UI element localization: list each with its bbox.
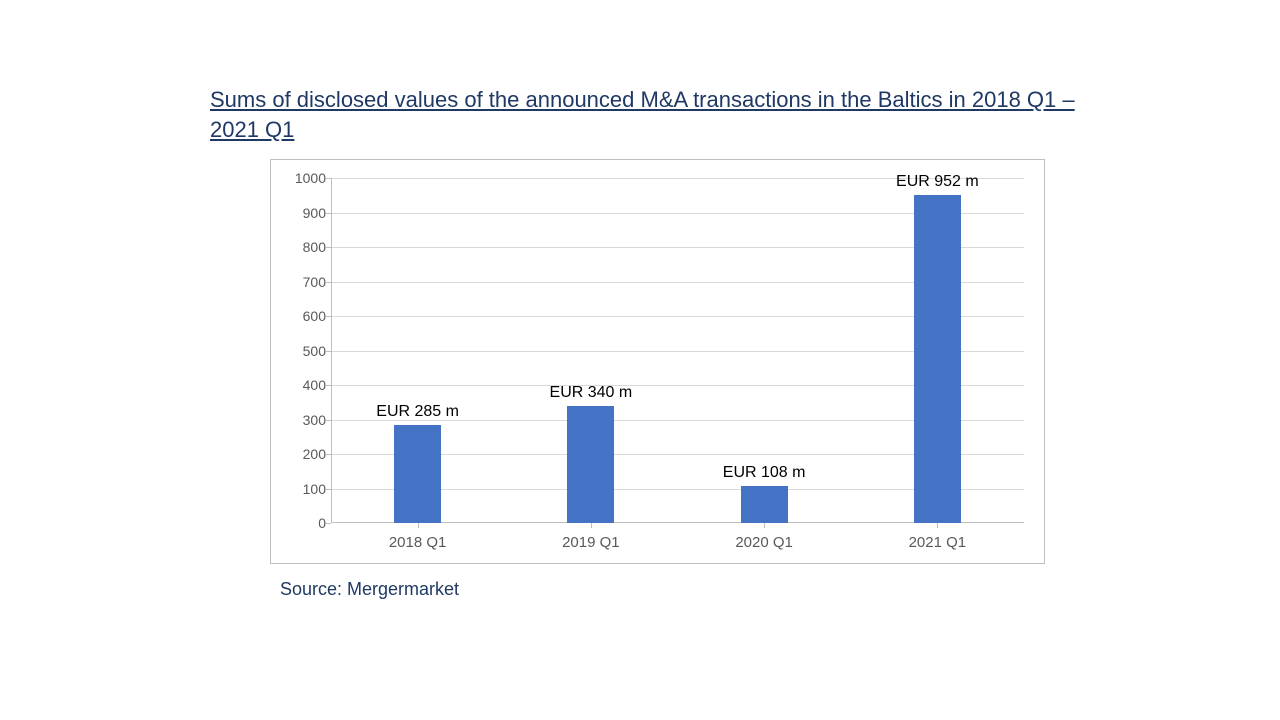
x-tick-label: 2020 Q1: [704, 534, 824, 551]
y-axis: [331, 178, 332, 523]
y-tick-label: 200: [286, 446, 326, 462]
bar-value-label: EUR 340 m: [511, 384, 671, 402]
y-tick-label: 800: [286, 239, 326, 255]
y-tick-label: 0: [286, 515, 326, 531]
y-tick-label: 700: [286, 274, 326, 290]
chart-title: Sums of disclosed values of the announce…: [210, 85, 1080, 144]
x-tickmark: [418, 523, 419, 528]
bar: [741, 486, 788, 523]
y-tick-label: 600: [286, 308, 326, 324]
x-tickmark: [764, 523, 765, 528]
bar: [394, 425, 441, 523]
x-tickmark: [937, 523, 938, 528]
x-tick-label: 2021 Q1: [877, 534, 997, 551]
x-tickmark: [591, 523, 592, 528]
y-tick-label: 900: [286, 205, 326, 221]
bar: [914, 195, 961, 523]
y-tick-label: 1000: [286, 170, 326, 186]
y-tick-label: 300: [286, 412, 326, 428]
bar-value-label: EUR 108 m: [684, 464, 844, 482]
y-tickmark: [326, 523, 331, 524]
source-text: Source: Mergermarket: [280, 579, 1080, 600]
x-tick-label: 2019 Q1: [531, 534, 651, 551]
y-tick-label: 400: [286, 377, 326, 393]
plot-area: 01002003004005006007008009001000EUR 285 …: [331, 178, 1024, 523]
bar-value-label: EUR 952 m: [857, 173, 1017, 191]
bar-value-label: EUR 285 m: [338, 403, 498, 421]
chart-container: Sums of disclosed values of the announce…: [210, 85, 1080, 600]
x-tick-label: 2018 Q1: [358, 534, 478, 551]
y-tick-label: 500: [286, 343, 326, 359]
chart-box: 0 100 200 300 400 500 600 700 800 900 1000 EUR 285 …: [270, 159, 1045, 564]
bar: [567, 406, 614, 523]
y-tick-label: 100: [286, 481, 326, 497]
